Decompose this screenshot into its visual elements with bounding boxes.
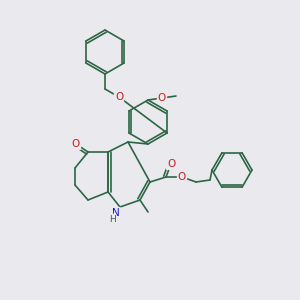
Text: O: O xyxy=(72,139,80,149)
Text: O: O xyxy=(167,159,175,169)
Text: O: O xyxy=(178,172,186,182)
Text: O: O xyxy=(158,93,166,103)
Text: O: O xyxy=(115,92,123,102)
Text: N: N xyxy=(112,208,120,218)
Text: H: H xyxy=(109,214,116,224)
